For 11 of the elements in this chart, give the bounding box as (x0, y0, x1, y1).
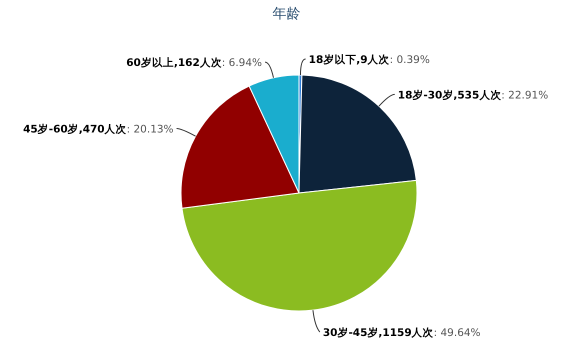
slice-label: 30岁-45岁,1159人次 (322, 326, 435, 340)
slice-label: 60岁以上,162人次 (126, 56, 223, 70)
data-label: : 20.13% (126, 123, 174, 136)
data-label: : 22.91% (501, 89, 548, 102)
data-label: : 49.64% (434, 327, 481, 340)
slice-label: 45岁-60岁,470人次 (23, 122, 128, 136)
data-label: : 6.94% (222, 57, 262, 70)
slice-label: 18岁-30岁,535人次 (398, 88, 502, 102)
chart-title: 年龄 (272, 6, 300, 22)
data-label: : 0.39% (390, 54, 430, 66)
slice-label: 18岁以下,9人次 (308, 53, 391, 66)
